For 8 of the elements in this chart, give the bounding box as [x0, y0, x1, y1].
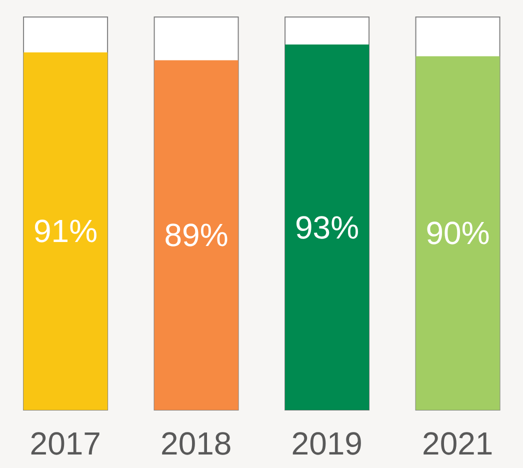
x-tick-label: 2018 — [160, 426, 232, 462]
data-label: 93% — [295, 209, 360, 246]
data-label: 91% — [34, 213, 98, 250]
data-label: 89% — [164, 217, 228, 254]
data-label: 90% — [426, 215, 490, 252]
x-tick-label: 2021 — [422, 426, 494, 462]
x-tick-label: 2019 — [291, 426, 362, 462]
x-tick-label: 2017 — [30, 426, 101, 462]
